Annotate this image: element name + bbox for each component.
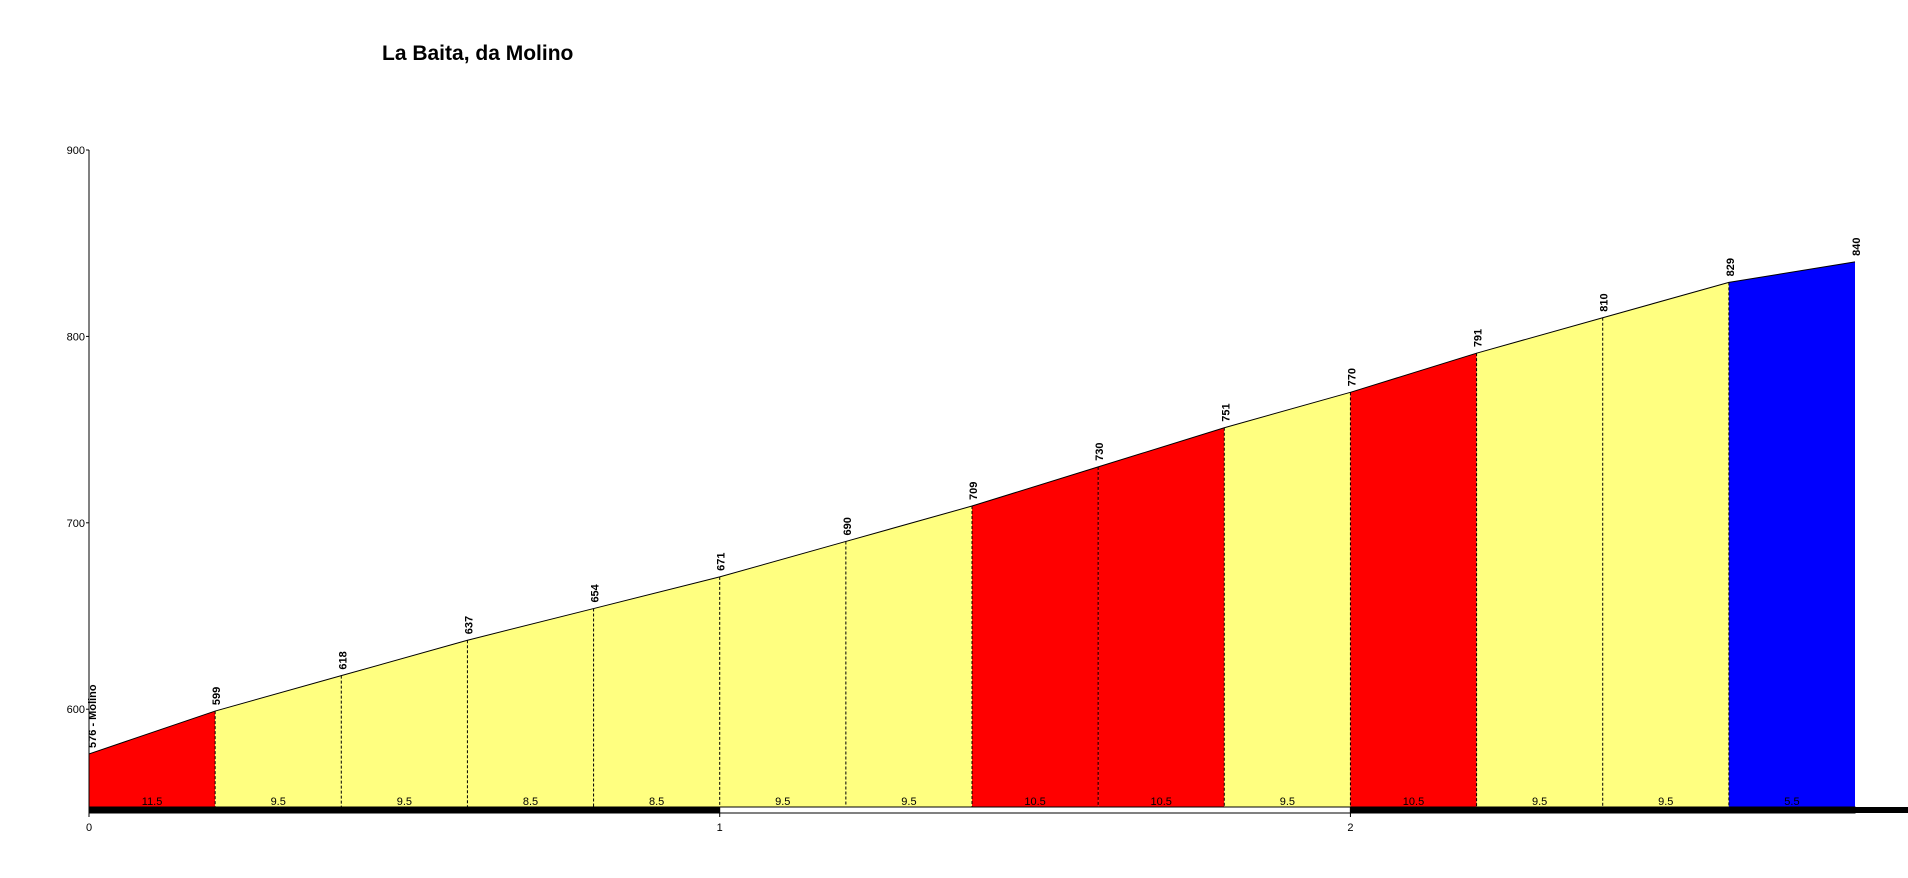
profile-segment [1728, 261, 1855, 808]
profile-segment [89, 711, 216, 808]
segments-layer [89, 261, 1855, 809]
profile-segment [1224, 392, 1351, 808]
axes-layer: 600 700 800 900 0 1 2 [67, 145, 1908, 834]
elevation-label: 671 [716, 553, 728, 571]
segment-gradient-label: 10.5 [1024, 796, 1045, 808]
y-tick-label: 800 [67, 331, 85, 343]
elevation-label: 637 [463, 616, 475, 634]
segment-gradient-label: 8.5 [649, 796, 664, 808]
elevation-label: 618 [337, 651, 349, 669]
profile-segment [1098, 427, 1225, 808]
profile-segment [972, 466, 1099, 808]
profile-segment [341, 640, 468, 808]
profile-segment [467, 608, 594, 808]
elevation-label: 654 [590, 583, 602, 602]
elevation-label: 730 [1094, 443, 1106, 461]
profile-segment [215, 675, 342, 808]
y-tick-label: 900 [67, 145, 85, 157]
elevation-label: 709 [968, 482, 980, 500]
distance-bar-extension [1855, 807, 1908, 813]
chart-title: La Baita, da Molino [382, 42, 574, 65]
segment-gradient-label: 10.5 [1403, 796, 1424, 808]
segment-gradient-label: 9.5 [1658, 796, 1673, 808]
y-tick-label: 600 [67, 704, 85, 716]
segment-gradient-label: 9.5 [397, 796, 412, 808]
elevation-label: 829 [1725, 258, 1737, 276]
segment-gradient-label: 9.5 [901, 796, 916, 808]
elevation-label: 810 [1599, 293, 1611, 311]
segment-gradient-label: 5.5 [1784, 796, 1799, 808]
profile-segment [593, 576, 720, 808]
elevation-label: 576 - Molino [87, 684, 99, 748]
labels-layer: 11.5 9.5 9.5 8.5 8.5 9.5 9.5 10.5 10.5 9.5 10.5 9.5… [87, 237, 1863, 808]
profile-segment [845, 506, 972, 808]
profile-outline-layer [88, 261, 1856, 808]
elevation-label: 840 [1851, 237, 1863, 255]
x-tick-label: 0 [86, 822, 92, 834]
segment-gradient-label: 9.5 [1280, 796, 1295, 808]
profile-segment [1350, 353, 1477, 808]
x-tick-label: 2 [1347, 822, 1353, 834]
elevation-label: 599 [211, 687, 223, 705]
profile-segment [719, 541, 846, 808]
segment-gradient-label: 11.5 [142, 796, 163, 808]
elevation-label: 751 [1220, 403, 1232, 421]
profile-line [88, 261, 1856, 755]
elevation-label: 770 [1346, 368, 1358, 386]
segment-gradient-label: 9.5 [1532, 796, 1547, 808]
y-tick-label: 700 [67, 518, 85, 530]
segment-gradient-label: 10.5 [1151, 796, 1172, 808]
elevation-label: 690 [842, 517, 854, 535]
segment-gradient-label: 9.5 [775, 796, 790, 808]
segment-gradient-label: 8.5 [523, 796, 538, 808]
segment-gradient-label: 9.5 [271, 796, 286, 808]
profile-segment [1476, 317, 1603, 808]
distance-bar-block [1349, 806, 1856, 814]
profile-segment [1602, 282, 1729, 809]
x-tick-label: 1 [717, 822, 723, 834]
elevation-label: 791 [1473, 329, 1485, 347]
